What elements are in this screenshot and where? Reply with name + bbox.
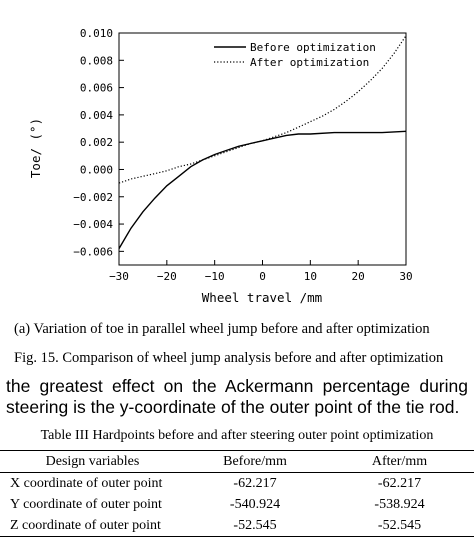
x-tick-label: 0 [259, 270, 266, 283]
x-ticks: −30 −20 −10 0 10 20 30 [109, 260, 413, 283]
y-tick-label: −0.002 [73, 191, 113, 204]
legend-label-after: After optimization [250, 56, 369, 69]
legend: Before optimization After optimization [214, 41, 376, 69]
x-tick-label: −30 [109, 270, 129, 283]
header-cell: Design variables [0, 450, 185, 473]
y-tick-label: −0.006 [73, 245, 113, 258]
table-cell: -52.545 [325, 515, 474, 537]
y-tick-label: 0.010 [80, 27, 113, 40]
x-tick-label: −10 [205, 270, 225, 283]
toe-chart: −30 −20 −10 0 10 20 30 0.0100.0080.0060.0040.0… [28, 27, 413, 305]
x-axis-label: Wheel travel /mm [202, 290, 322, 305]
table-row: Y coordinate of outer point -540.924 -53… [0, 494, 474, 515]
y-ticks: 0.010 0.008 0.006 0.004 0.002 0.000 −0.002 −0.0… [73, 27, 124, 258]
x-tick-label: 20 [352, 270, 365, 283]
table-cell: -540.924 [229, 496, 281, 512]
table-header-row: Design variables Before/mm After/mm [0, 450, 474, 473]
y-tick-label: −0.004 [73, 218, 113, 231]
table-title: Table III Hardpoints before and after st… [40, 428, 434, 443]
x-tick-label: 30 [399, 270, 412, 283]
header-cell: After/mm [325, 450, 474, 473]
table-cell: -52.545 [185, 515, 325, 537]
series-line-before [118, 130, 407, 249]
table-row: X coordinate of outer point -62.217 -62.… [0, 473, 474, 495]
table-cell: Z coordinate of outer point [0, 515, 185, 537]
y-tick-label: 0.006 [80, 82, 113, 95]
table-cell: -538.924 [374, 496, 425, 512]
y-tick-label: 0.000 [80, 163, 113, 176]
header-cell: Before/mm [185, 450, 325, 473]
y-tick-label: 0.002 [80, 136, 113, 149]
table-cell: X coordinate of outer point [10, 475, 163, 491]
subfigure-caption: (a) Variation of toe in parallel wheel j… [14, 321, 430, 337]
hardpoints-table: Design variables Before/mm After/mm X co… [0, 450, 474, 537]
y-axis-label: Toe/ (°) [28, 118, 43, 178]
y-tick-label: 0.008 [80, 54, 113, 67]
legend-label-before: Before optimization [250, 41, 376, 54]
body-line: the greatest effect on the Ackermann per… [6, 376, 468, 396]
x-tick-label: −20 [157, 270, 177, 283]
table-cell: Y coordinate of outer point [10, 496, 162, 512]
y-tick-label: 0.004 [80, 109, 113, 122]
table-cell: -62.217 [233, 475, 277, 491]
x-tick-label: 10 [304, 270, 317, 283]
body-line: steering is the y-coordinate of the oute… [6, 397, 460, 417]
table-cell: -62.217 [377, 475, 422, 491]
figure-caption: Fig. 15. Comparison of wheel jump analys… [14, 350, 444, 366]
series-lines [118, 35, 407, 249]
body-paragraph: the greatest effect on the Ackermann per… [6, 376, 468, 418]
table-row: Z coordinate of outer point -52.545 -52.… [0, 515, 474, 537]
